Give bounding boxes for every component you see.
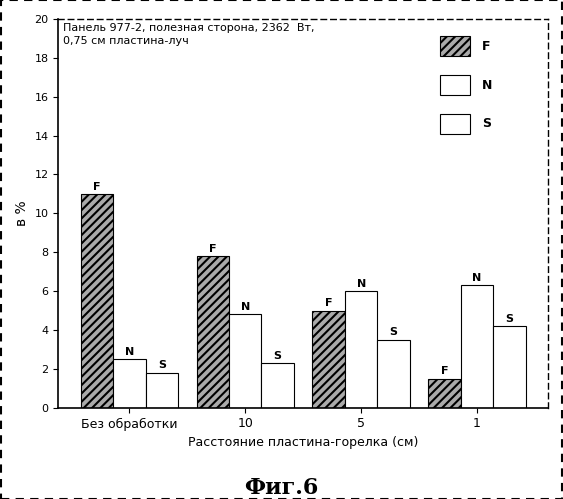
Bar — [377, 340, 410, 408]
Text: N: N — [240, 302, 250, 312]
Text: Панель 977-2, полезная сторона, 2362  Вт,
0,75 см пластина-луч: Панель 977-2, полезная сторона, 2362 Вт,… — [63, 23, 315, 46]
Bar — [81, 194, 113, 408]
Bar — [493, 326, 526, 408]
Bar — [261, 363, 294, 408]
Text: F: F — [482, 40, 490, 53]
FancyBboxPatch shape — [440, 36, 470, 56]
Bar — [113, 359, 146, 408]
Text: S: S — [390, 327, 397, 337]
Bar — [312, 310, 345, 408]
Bar — [461, 285, 493, 408]
Text: S: S — [274, 351, 282, 361]
Text: N: N — [482, 78, 492, 92]
FancyBboxPatch shape — [440, 75, 470, 95]
Text: F: F — [209, 244, 217, 254]
Y-axis label: в %: в % — [15, 201, 29, 226]
FancyBboxPatch shape — [440, 114, 470, 134]
Bar — [146, 373, 178, 408]
Bar — [229, 314, 261, 408]
Text: F: F — [325, 298, 332, 308]
Text: S: S — [506, 314, 513, 324]
Bar — [428, 379, 461, 408]
X-axis label: Расстояние пластина-горелка (см): Расстояние пластина-горелка (см) — [188, 436, 418, 449]
Text: N: N — [356, 279, 366, 289]
Text: S: S — [482, 117, 491, 130]
Text: F: F — [93, 182, 101, 192]
Text: Фиг.6: Фиг.6 — [244, 477, 319, 499]
Text: N: N — [472, 273, 482, 283]
Bar — [345, 291, 377, 408]
Bar — [196, 256, 229, 408]
Text: F: F — [441, 366, 448, 376]
Text: N: N — [125, 347, 134, 357]
Text: S: S — [158, 360, 166, 370]
